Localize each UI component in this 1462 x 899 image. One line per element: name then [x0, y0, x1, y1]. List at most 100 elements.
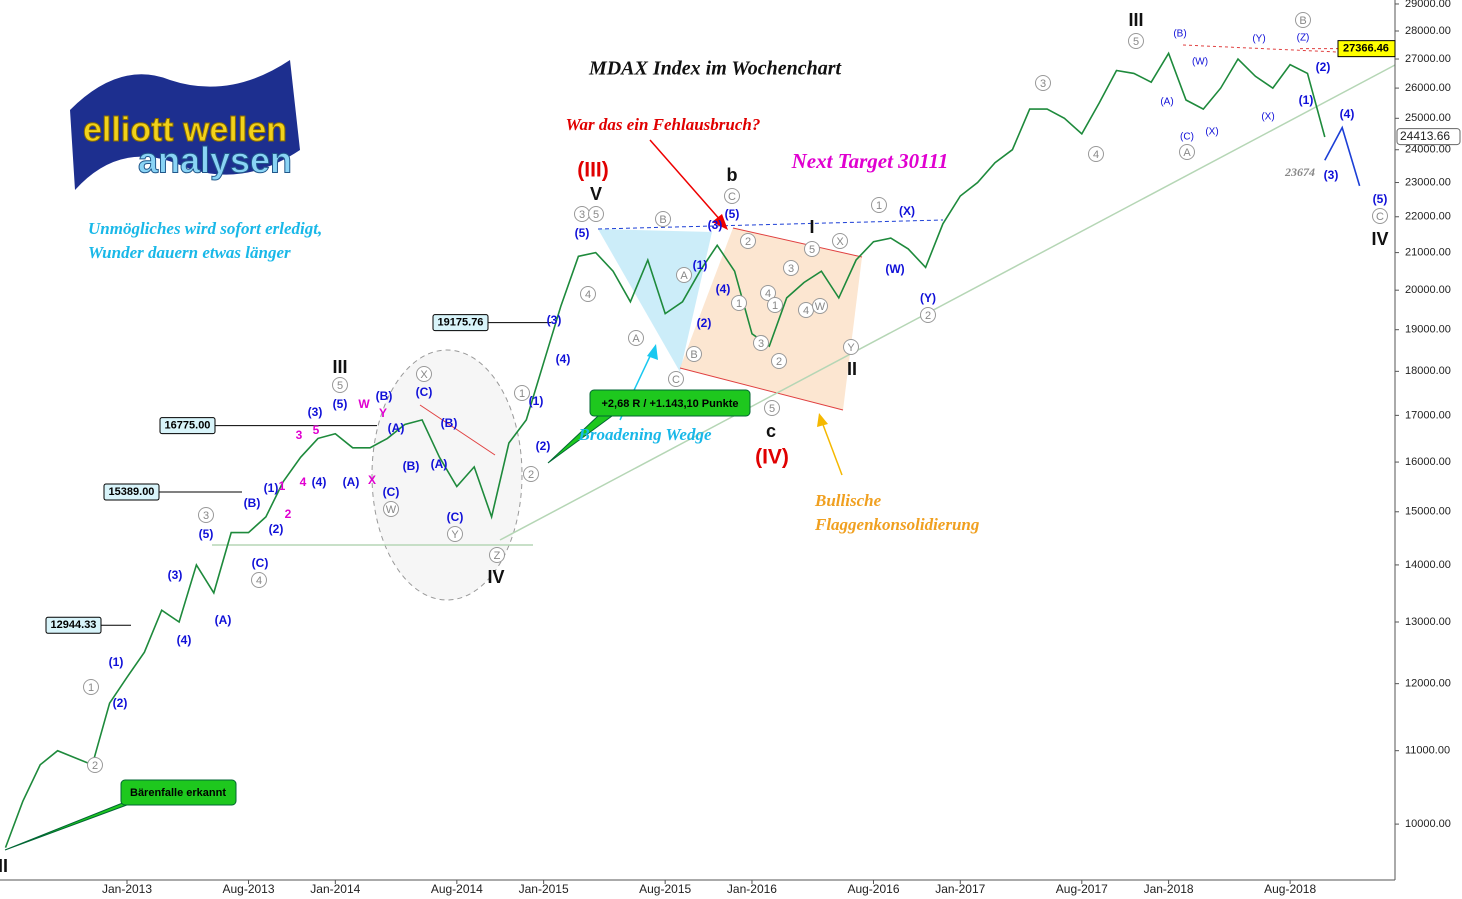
wave-circle [628, 330, 644, 346]
wave-label: 1 [519, 388, 525, 400]
wave-label: Y [451, 529, 459, 541]
wave-label: C [672, 374, 680, 386]
wave-circle [251, 572, 267, 588]
price-line [1324, 125, 1361, 187]
wave-circle [783, 260, 799, 276]
wave-label: 2 [776, 356, 782, 368]
wave-label: (X) [1261, 112, 1274, 123]
flag-border [732, 227, 863, 258]
wave-label: I [809, 217, 814, 237]
wave-label: (4) [716, 282, 731, 296]
y-tick-label: 26000.00 [1405, 82, 1451, 94]
wave-label: 2 [92, 760, 98, 772]
wave-label: V [590, 184, 602, 204]
callout-box [589, 389, 751, 417]
y-tick-label: 18000.00 [1405, 365, 1451, 377]
wave-label: III [1128, 10, 1143, 30]
wave-label: (1) [529, 394, 544, 408]
wave-label: (5) [575, 226, 590, 240]
wave-label: 1 [876, 200, 882, 212]
wave-label: (A) [388, 421, 405, 435]
wave-label: X [836, 236, 844, 248]
annotation: Next Target 30111 [791, 149, 949, 173]
y-tick-label: 15000.00 [1405, 506, 1451, 518]
wave-label: (3) [308, 405, 323, 419]
price-line [4, 51, 1326, 848]
chart-title: MDAX Index im Wochenchart [588, 58, 843, 80]
wave-label: (1) [1299, 93, 1314, 107]
wave-label: 5 [1133, 36, 1139, 48]
wave-label: 3 [203, 510, 209, 522]
wave-label: Z [494, 550, 501, 562]
wave-circle [416, 366, 432, 382]
consolidation-ellipse [371, 349, 523, 601]
callout-box [120, 779, 237, 806]
y-tick-label: 17000.00 [1405, 409, 1451, 421]
wave-label: (B) [1173, 29, 1186, 40]
wave-circle [1088, 146, 1104, 162]
logo-text: elliott wellen [83, 111, 287, 149]
wave-circle [87, 757, 103, 773]
wave-label: II [0, 856, 8, 876]
wave-label: Y [847, 342, 855, 354]
wedge-shape [598, 229, 712, 372]
y-tick-label: 16000.00 [1405, 456, 1451, 468]
wave-label: (X) [1205, 127, 1218, 138]
wave-label: (4) [312, 475, 327, 489]
wave-label: (2) [269, 522, 284, 536]
wave-label: b [727, 165, 738, 185]
x-tick-label: Jan-2018 [1144, 882, 1194, 896]
wave-label: (B) [403, 459, 420, 473]
wave-label: (3) [1324, 168, 1339, 182]
wave-label: (W) [1192, 57, 1208, 68]
x-tick-label: Jan-2016 [727, 882, 777, 896]
wave-label: 3 [296, 428, 303, 442]
wave-label: (2) [1316, 60, 1331, 74]
wave-label: (IV) [755, 446, 789, 469]
wave-label: (C) [383, 485, 400, 499]
level-box [45, 616, 102, 634]
y-tick-label: 19000.00 [1405, 324, 1451, 336]
resistance-line [597, 219, 944, 230]
wave-circle [655, 211, 671, 227]
wave-label: (B) [441, 416, 458, 430]
wave-label: 5 [769, 403, 775, 415]
callout-text: +2,68 R / +1.143,10 Punkte [602, 398, 739, 410]
y-tick-label: 28000.00 [1405, 25, 1451, 37]
x-tick-label: Aug-2015 [639, 882, 691, 896]
wave-label: 4 [585, 289, 591, 301]
wave-label: 3 [1040, 78, 1046, 90]
wave-label: A [632, 333, 640, 345]
wave-label: (B) [244, 496, 261, 510]
wave-label: (C) [1180, 132, 1194, 143]
arrow-head [712, 214, 728, 230]
wave-circle [804, 241, 820, 257]
wave-label: (C) [416, 385, 433, 399]
wave-circle [668, 371, 684, 387]
wave-label: W [358, 397, 370, 411]
x-tick-label: Aug-2013 [222, 882, 274, 896]
wave-label: (C) [252, 556, 269, 570]
y-tick-label: 22000.00 [1405, 211, 1451, 223]
level-box [159, 417, 216, 435]
wave-circle [731, 295, 747, 311]
wave-circle [740, 233, 756, 249]
wave-label: 1 [736, 298, 742, 310]
wave-label: W [386, 504, 397, 516]
wave-circle [812, 298, 828, 314]
arrow [821, 421, 843, 476]
wave-label: (1) [693, 258, 708, 272]
annotation: War das ein Fehlausbruch? [566, 115, 761, 134]
wave-label: (4) [556, 352, 571, 366]
wave-label: 4 [765, 288, 771, 300]
wave-label: (X) [899, 204, 915, 218]
annotation: Broadening Wedge [577, 425, 711, 444]
wave-label: (3) [708, 218, 723, 232]
y-tick-label: 14000.00 [1405, 559, 1451, 571]
wave-circle [383, 501, 399, 517]
last-price-box [1396, 128, 1461, 146]
y-tick-label: 12000.00 [1405, 678, 1451, 690]
wave-label: 4 [300, 475, 307, 489]
y-tick-label: 10000.00 [1405, 818, 1451, 830]
